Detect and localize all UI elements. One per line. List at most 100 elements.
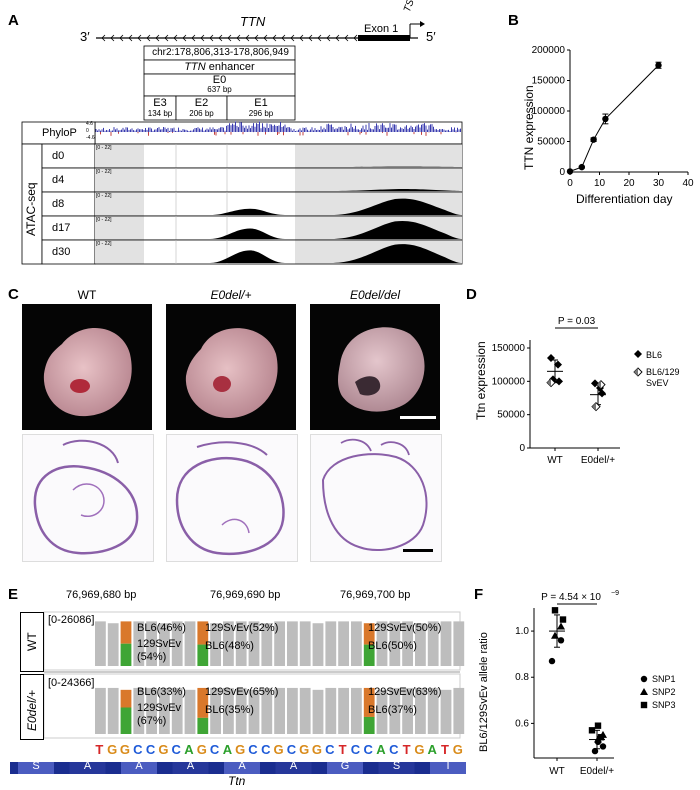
atac-seq-label: ATAC-seq [24,182,38,236]
d-legend-bl6: BL6 [646,350,662,360]
e-coverage-bar [146,687,157,734]
e-coverage-bar [312,623,324,666]
d-xtick: WT [547,455,563,466]
wt-allele-1c: (54%) [137,651,167,663]
e-coverage-bar [325,621,337,666]
e-coverage-bar [338,621,349,666]
amino-acid: A [83,760,92,772]
f-point-snp3 [597,734,605,741]
wt-allele-2a: 129SvEv(52%) [205,622,279,634]
position-3: 76,969,700 bp [340,589,411,601]
embryo-photo-wt [22,304,152,430]
amino-acid: A [238,760,246,772]
e-coverage-bar [274,687,285,734]
e-coverage-bar [440,689,452,734]
e-allele-bar-green [363,716,375,734]
mut-allele-2b: BL6(35%) [205,704,254,716]
d-ytick: 50000 [497,410,525,421]
position-1: 76,969,680 bp [66,589,137,601]
f-point-snp2 [551,631,559,639]
e-coverage-bar [184,689,196,734]
e-coverage-bar [235,621,247,666]
nucleotide: G [299,742,310,757]
b-point [566,168,574,175]
nucleotide: T [338,742,347,757]
e-coverage-bar [440,621,452,666]
nucleotide: C [209,742,220,757]
e-coverage-bar [427,621,439,666]
nucleotide: G [196,742,207,757]
d-ytick: 150000 [492,343,526,354]
track-range: [0 - 22] [96,193,112,199]
amino-acid: A [289,760,298,772]
f-legend-marker [640,675,648,683]
e-coverage-bar [415,687,426,734]
f-xtick: WT [549,766,565,777]
f-pvalue-exp: −9 [611,590,619,597]
mut-allele-2a: 129SvEv(65%) [205,686,279,698]
d-xtick: E0del/+ [581,455,615,466]
nucleotide: C [389,742,399,757]
nucleotide: G [158,742,169,757]
f-point-snp3 [559,616,567,623]
nucleotide: G [452,742,463,757]
amino-acid: S [392,760,401,772]
b-ytick: 50000 [537,137,565,148]
e-coverage-bar [299,687,311,734]
track-label-d0: d0 [52,150,65,162]
amino-acid: A [186,760,195,772]
wt-allele-2b: BL6(48%) [205,640,254,652]
wt-allele-1a: BL6(46%) [137,622,186,634]
b-point [655,62,662,69]
nucleotide: T [441,742,449,757]
e-coverage-bar [107,687,119,734]
amino-acid: G [340,760,350,772]
track-range: [0 - 22] [96,241,112,247]
f-point-snp2 [557,622,565,630]
f-point-snp3 [594,722,602,729]
nucleotide: C [261,742,271,757]
f-point-snp1 [599,743,607,750]
e-allele-bar-orange [120,689,132,708]
e-coverage-bar [159,623,170,666]
nucleotide: A [427,742,437,757]
track-label-d4: d4 [52,174,65,186]
histology-e0del-del [310,434,442,562]
panel-b-ylabel: TTN expression [522,85,536,170]
e-coverage-bar [133,687,145,734]
nucleotide: A [376,742,386,757]
panel-c-label: C [8,286,19,303]
histology-e0del-het [166,434,298,562]
b-ytick: 0 [559,167,565,178]
d-ytick: 0 [519,443,525,454]
nucleotide: G [273,742,284,757]
mut-track-box: E0del/+ [20,674,44,740]
b-xtick: 10 [594,178,606,189]
e-coverage-bar [210,623,221,666]
nucleotide: C [145,742,156,757]
nucleotide: G [119,742,131,757]
phylop-label: PhyloP [42,127,77,139]
panel-d-chart: 0 50000 100000 150000 WT E0del/+ P = 0.03 BL6 BL… [492,316,680,466]
wt-track-box: WT [20,612,44,672]
amino-acid: S [32,760,40,772]
f-point-snp1 [548,657,556,665]
e-coverage-bar [171,687,183,734]
e-allele-bar-green [120,643,132,666]
e-coverage-bar [427,687,439,734]
e-coverage-bar [376,621,388,666]
e-coverage-bar [146,621,157,666]
track-range: [0 - 22] [96,145,112,151]
wt-allele-1b: 129SvEv [137,638,182,650]
mut-allele-1a: BL6(33%) [137,686,186,698]
panel-e-label: E [8,586,19,603]
d-pvalue: P = 0.03 [558,316,596,327]
d-ytick: 100000 [492,376,526,387]
d-point-bl6 [591,379,599,388]
f-point-snp3 [551,607,559,614]
f-legend-marker [640,701,648,709]
e-coverage-bar [133,621,145,666]
e-coverage-bar [351,687,362,734]
wt-allele-3a: 129SvEv(50%) [368,622,442,634]
e-coverage-bar [453,621,465,666]
